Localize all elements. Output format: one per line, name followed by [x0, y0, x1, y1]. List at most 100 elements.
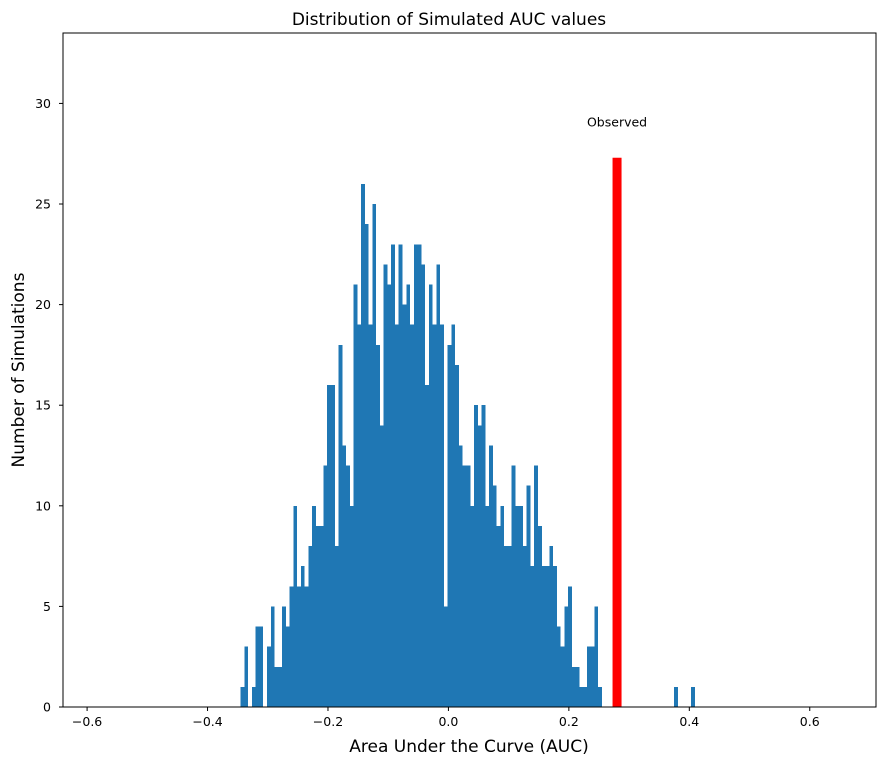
y-axis-label: Number of Simulations	[9, 272, 29, 467]
histogram-bar	[575, 666, 580, 707]
histogram-bar	[500, 505, 505, 707]
histogram-bar	[447, 344, 452, 707]
histogram-bars	[240, 183, 695, 708]
histogram-bar	[334, 546, 339, 707]
histogram-bar	[436, 264, 441, 707]
x-axis-label: Area Under the Curve (AUC)	[349, 737, 588, 757]
histogram-bar	[556, 626, 561, 707]
histogram-bar	[440, 324, 444, 707]
histogram-bar	[376, 344, 380, 707]
histogram-bar	[571, 666, 576, 707]
histogram-bar	[315, 525, 320, 707]
histogram-bar	[255, 626, 260, 707]
histogram-bar	[598, 686, 602, 707]
histogram-bar	[391, 244, 395, 708]
histogram-bar	[451, 324, 456, 707]
histogram-bar-outlier	[691, 686, 695, 707]
histogram-bar	[406, 284, 411, 707]
y-tick-label: 0	[43, 700, 51, 715]
x-tick-label: −0.6	[72, 714, 102, 729]
histogram-bar-outlier	[674, 686, 678, 707]
histogram-bar	[462, 465, 467, 707]
histogram-bar	[590, 646, 595, 707]
histogram-bar	[293, 505, 298, 707]
histogram-bar	[522, 546, 527, 707]
histogram-bar	[568, 586, 572, 707]
histogram-bar	[346, 465, 350, 707]
histogram-bar	[251, 686, 256, 707]
histogram-bar	[274, 666, 279, 707]
plot-frame	[62, 32, 877, 708]
histogram-bar	[270, 606, 275, 707]
histogram-bar	[402, 304, 407, 707]
histogram-bar	[507, 546, 512, 707]
histogram-bar	[368, 324, 373, 707]
histogram-bar	[312, 505, 316, 707]
histogram-bar	[594, 606, 599, 707]
histogram-bar	[579, 686, 584, 707]
x-tick-label: −0.2	[313, 714, 343, 729]
histogram-bar	[504, 546, 508, 707]
histogram-bar	[470, 505, 475, 707]
histogram-bar	[383, 264, 388, 707]
histogram-bar	[300, 566, 305, 707]
histogram-bar	[267, 646, 271, 707]
histogram-bar	[285, 626, 290, 707]
x-tick-label: 0.6	[800, 714, 820, 729]
histogram-bar	[398, 244, 403, 708]
histogram-bar	[379, 425, 384, 707]
histogram-bar	[289, 586, 294, 707]
observed-marker: Observed	[587, 115, 647, 707]
histogram-bar	[485, 505, 490, 707]
observed-bar	[612, 157, 622, 707]
histogram-bar	[361, 183, 365, 708]
histogram-bar	[564, 606, 569, 707]
histogram-bar	[342, 445, 347, 707]
y-tick-label: 20	[35, 297, 51, 312]
histogram-bar	[477, 425, 482, 707]
histogram-bar	[586, 646, 591, 707]
y-axis-ticks: 0 5 10 15 20 25 30	[35, 96, 63, 715]
x-tick-label: 0.0	[438, 714, 458, 729]
histogram-bar	[526, 485, 531, 707]
histogram-bar	[330, 385, 335, 707]
y-tick-label: 15	[35, 398, 51, 413]
histogram-bar	[244, 646, 249, 707]
histogram-bar	[282, 606, 286, 707]
x-tick-label: 0.2	[559, 714, 579, 729]
y-tick-label: 10	[35, 498, 51, 513]
histogram-bar	[394, 324, 399, 707]
histogram-bar	[492, 485, 497, 707]
histogram-bar	[421, 264, 426, 707]
chart-title: Distribution of Simulated AUC values	[292, 10, 606, 30]
histogram-bar	[481, 405, 486, 707]
histogram-bar	[297, 586, 301, 707]
histogram-bar	[583, 686, 587, 707]
histogram-bar	[553, 566, 557, 707]
histogram-bar	[372, 204, 377, 707]
histogram-bar	[323, 465, 328, 707]
histogram-bar	[496, 525, 501, 707]
histogram-bar	[519, 505, 523, 707]
histogram-bar	[349, 505, 354, 707]
histogram-bar	[410, 324, 414, 707]
histogram-bar	[538, 525, 542, 707]
y-tick-label: 30	[35, 96, 51, 111]
histogram-bar	[466, 465, 471, 707]
histogram-bar	[413, 244, 418, 708]
x-tick-label: 0.4	[679, 714, 699, 729]
histogram-bar	[319, 525, 324, 707]
histogram-bar	[417, 244, 422, 708]
y-tick-label: 25	[35, 197, 51, 212]
x-tick-label: −0.4	[192, 714, 222, 729]
histogram-bar	[432, 324, 437, 707]
histogram-bar	[474, 405, 478, 707]
y-tick-label: 5	[43, 599, 51, 614]
histogram-bar	[353, 284, 358, 707]
histogram-bar	[240, 686, 245, 707]
histogram-bar	[530, 566, 535, 707]
histogram-bar	[387, 284, 392, 707]
histogram-bar	[549, 546, 554, 707]
histogram-bar	[515, 505, 520, 707]
histogram-bar	[443, 606, 448, 707]
